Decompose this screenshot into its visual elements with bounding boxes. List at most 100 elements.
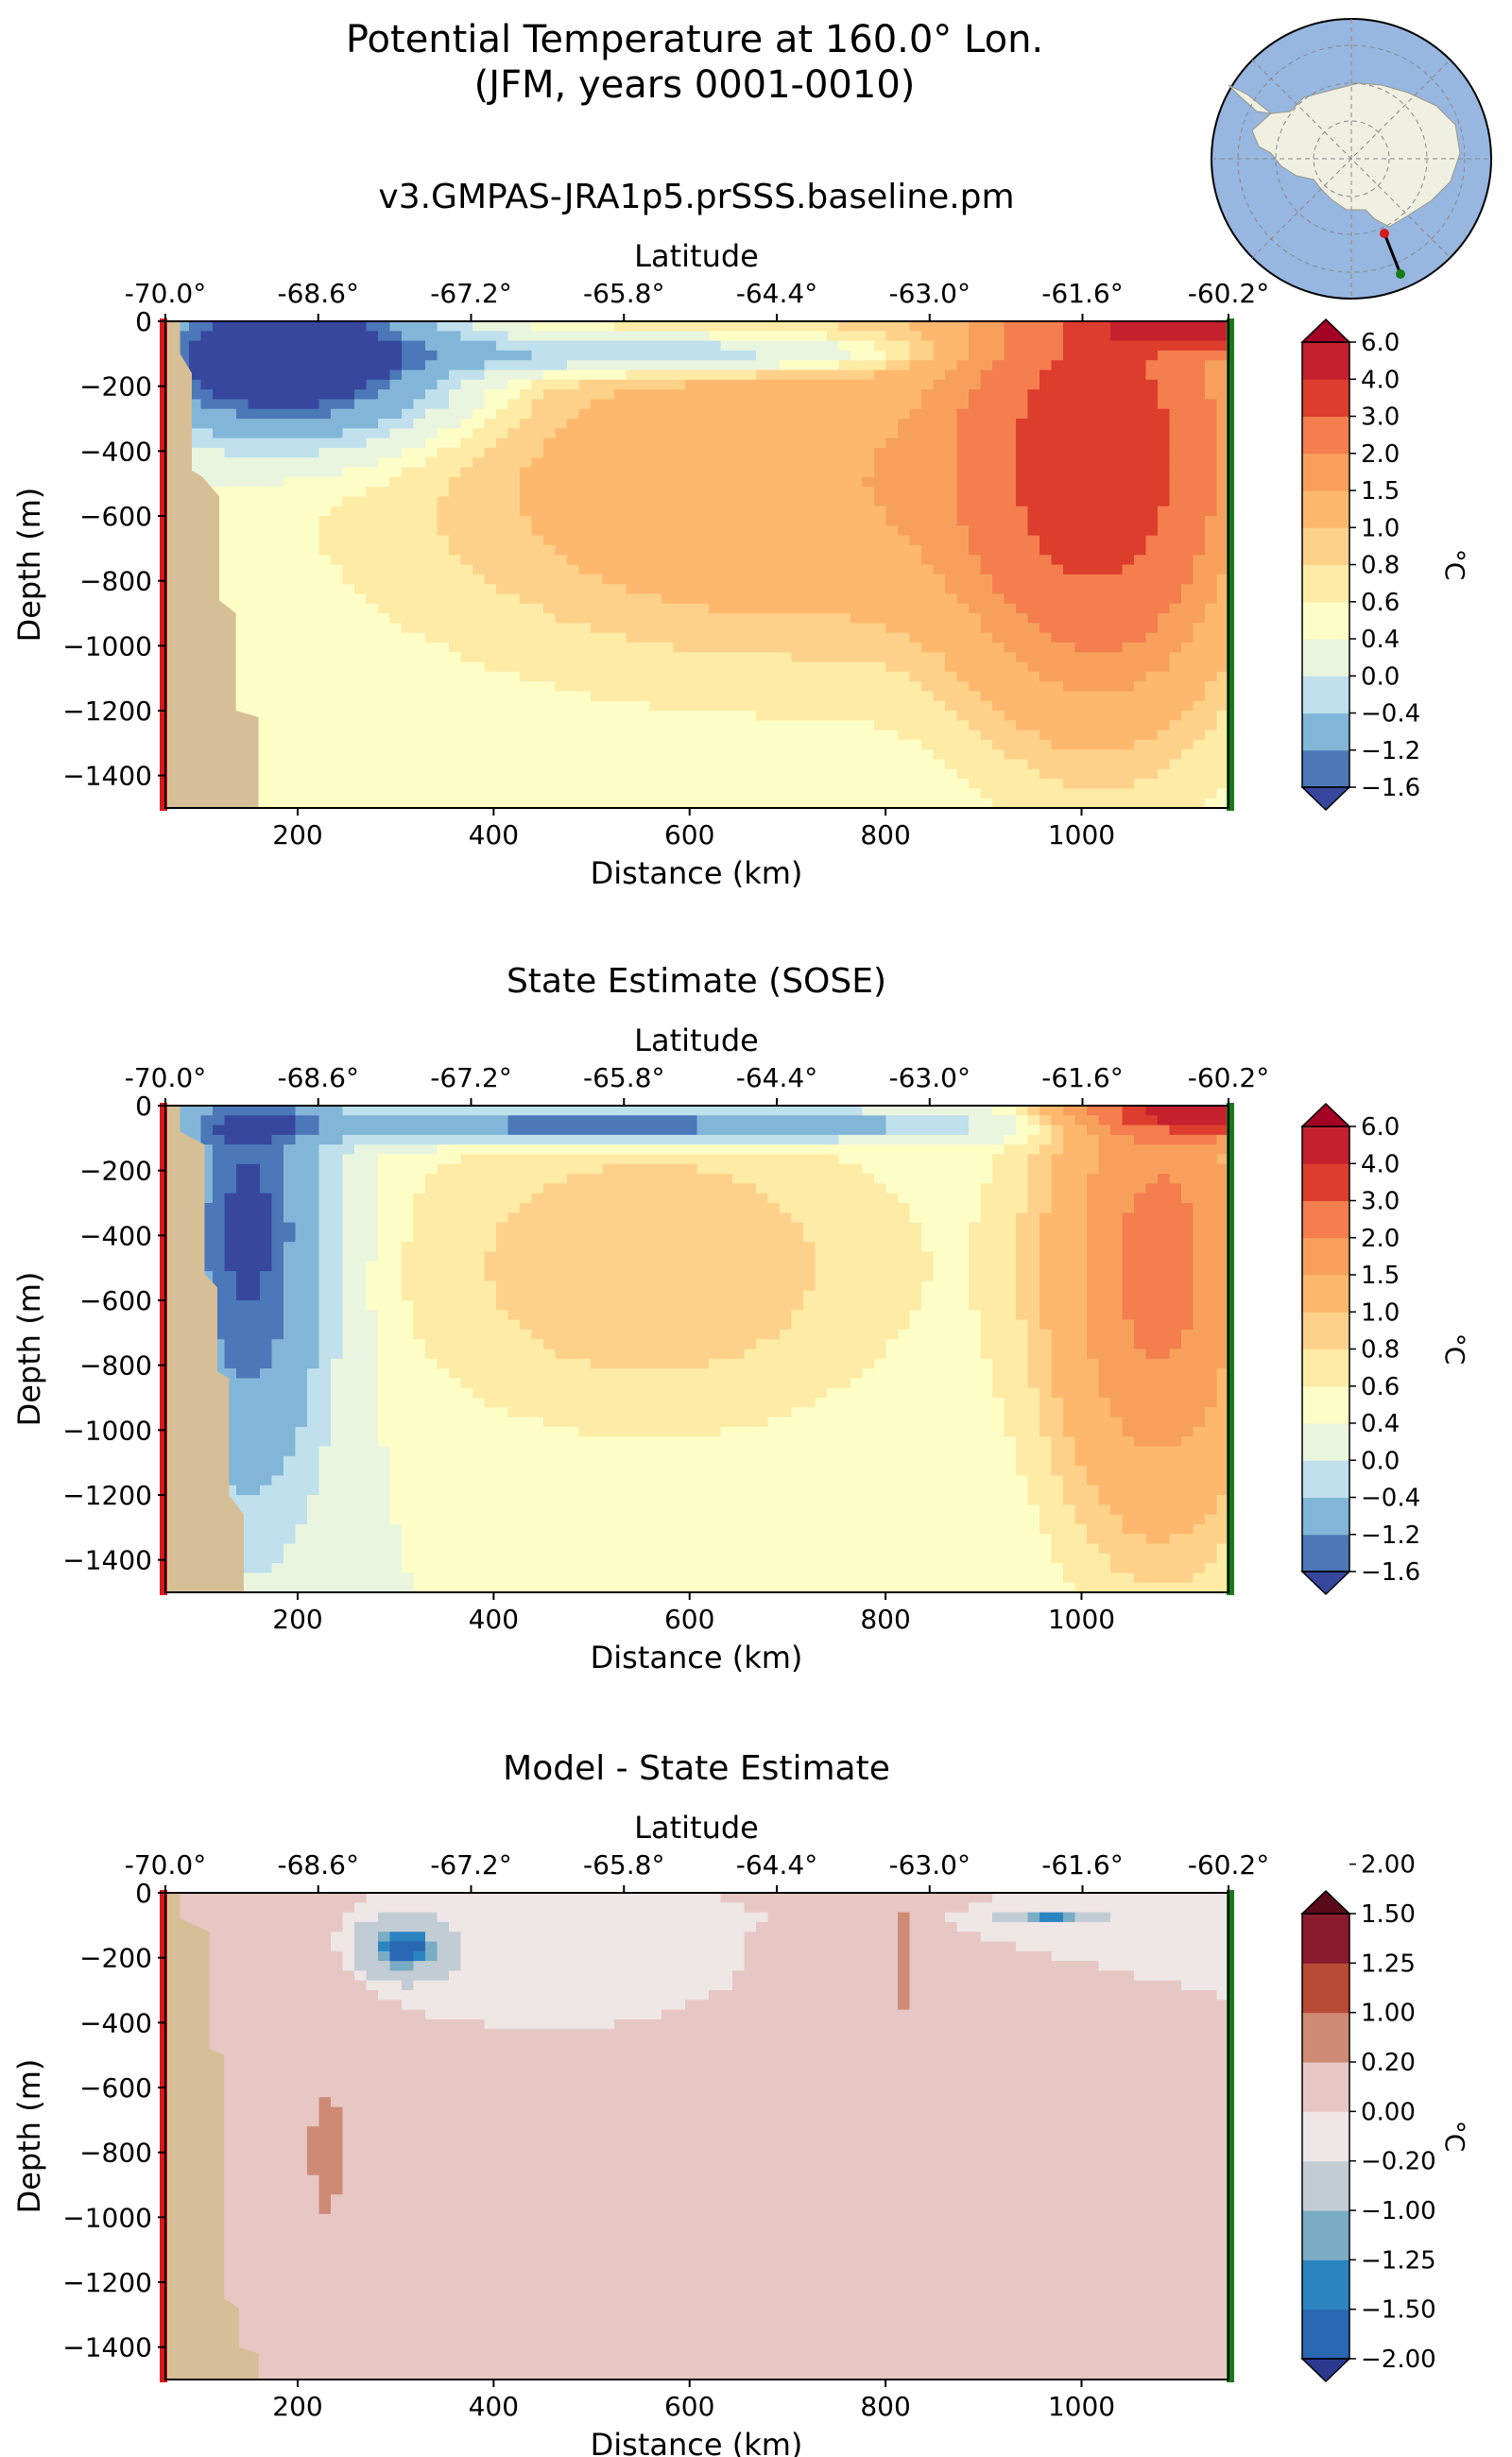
field-cell [248,584,261,594]
field-cell [1216,768,1229,780]
field-cell [248,1271,261,1281]
field-cell [1016,613,1029,624]
field-cell [602,496,615,507]
field-cell [200,350,214,361]
field-cell [909,369,922,381]
field-cell [969,369,982,381]
field-cell [1016,457,1029,469]
field-cell [767,564,781,576]
field-cell [1122,350,1135,361]
field-cell [284,457,297,469]
field-cell [389,544,403,556]
field-cell [638,447,651,458]
field-cell [980,788,993,799]
field-cell [295,593,308,605]
chart-panel-2: State Estimate (SOSE)200 400 600 800 1000Dis… [11,962,1470,1675]
field-cell [402,584,415,594]
field-cell [1205,525,1218,537]
field-cell [472,798,486,809]
field-cell [956,525,970,537]
field-cell [449,652,462,663]
field-cell [437,584,450,594]
field-cell [366,691,379,702]
field-cell [638,632,651,644]
field-cell [555,535,568,546]
field-cell [295,516,308,526]
field-cell [969,487,982,497]
field-cell [318,642,332,653]
field-cell [1027,623,1040,634]
field-cell [591,700,604,712]
field-cell [720,476,733,488]
field-cell [413,730,426,741]
field-cell [673,428,686,439]
field-cell [307,584,320,594]
field-cell [909,739,922,750]
field-cell [1004,360,1017,371]
field-cell [413,671,426,682]
field-cell [213,1183,226,1194]
field-cell [578,467,592,478]
field-cell [236,691,249,702]
field-cell [744,516,757,526]
field-cell [284,350,297,361]
field-cell [709,749,722,761]
field-cell [284,681,297,692]
field-cell [1098,438,1111,449]
field-cell [271,408,284,420]
field-cell [331,516,344,526]
field-cell [472,768,486,780]
field-cell [626,369,639,381]
field-cell [933,662,946,673]
field-cell [331,535,344,546]
field-cell [236,408,249,420]
field-cell [248,516,261,526]
field-cell [200,379,214,390]
field-cell [744,379,757,390]
field-cell [1193,350,1206,361]
field-cell [602,408,615,420]
field-cell [921,730,935,741]
field-cell [720,340,733,352]
field-cell [1122,632,1135,644]
field-cell [425,681,438,692]
field-cell [295,574,308,585]
field-cell [318,711,332,721]
field-cell [862,476,875,488]
field-cell [980,642,993,653]
field-cell [992,457,1005,469]
field-cell [284,720,297,731]
field-cell [933,623,946,634]
field-cell [992,516,1005,526]
field-cell [709,603,722,614]
field-cell [543,768,557,780]
field-cell [933,603,946,614]
field-cell [224,360,237,371]
field-cell [472,613,486,624]
field-cell [945,584,958,594]
field-cell [1040,642,1053,653]
field-cell [827,652,840,663]
field-cell [827,788,840,799]
field-cell [1074,516,1088,526]
field-cell [673,671,686,682]
field-cell [578,516,592,526]
field-cell [767,623,781,634]
field-cell [1040,603,1053,614]
field-cell [496,691,509,702]
inset-polar-map [1211,18,1492,300]
field-cell [591,652,604,663]
field-cell [720,564,733,576]
field-cell [956,720,970,731]
field-cell [543,788,557,799]
field-cell [649,340,662,352]
field-cell [838,798,851,809]
field-cell [827,399,840,410]
field-cell [366,496,379,507]
field-cell [649,574,662,585]
field-cell [1216,428,1229,439]
field-cell [1098,671,1111,682]
field-cell [685,457,698,469]
field-cell [460,798,473,809]
x-tick-label: 400 [469,819,519,850]
